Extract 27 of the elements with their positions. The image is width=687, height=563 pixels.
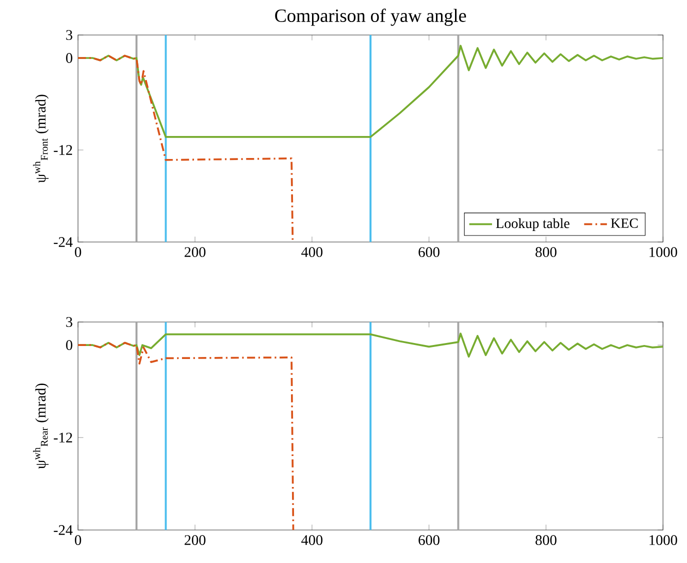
y-tick-label: -24 <box>54 525 73 535</box>
y-tick-label: -24 <box>54 237 73 247</box>
legend-label: KEC <box>610 218 638 228</box>
y-axis-title: ψ$^{wh}$$_{Rear}$ (mrad) <box>33 384 49 469</box>
x-tick-label: 400 <box>301 247 322 258</box>
x-tick-label: 0 <box>74 535 82 546</box>
chart-title: Comparison of yaw angle <box>275 8 466 26</box>
x-tick-label: 400 <box>301 535 322 546</box>
line-series <box>78 54 294 242</box>
x-tick-label: 800 <box>536 247 556 258</box>
x-tick-label: 1000 <box>650 247 678 258</box>
y-tick-label: 0 <box>66 340 72 350</box>
y-tick-label: -12 <box>54 145 72 155</box>
x-tick-label: 0 <box>74 247 82 258</box>
y-tick-label: 0 <box>66 53 72 63</box>
x-tick-label: 600 <box>418 247 440 258</box>
x-tick-label: 200 <box>184 247 206 258</box>
x-tick-label: 600 <box>418 535 440 546</box>
x-tick-label: 800 <box>536 535 556 546</box>
x-tick-label: 1000 <box>650 535 678 546</box>
y-axis-title: ψ$^{wh}$$_{Front}$ (mrad) <box>33 94 49 183</box>
line-series <box>78 342 294 530</box>
x-tick-label: 200 <box>184 535 206 546</box>
y-tick-label: -12 <box>54 432 72 442</box>
y-tick-label: 3 <box>66 30 72 40</box>
legend-label: Lookup table <box>496 218 570 231</box>
y-tick-label: 3 <box>66 317 72 327</box>
